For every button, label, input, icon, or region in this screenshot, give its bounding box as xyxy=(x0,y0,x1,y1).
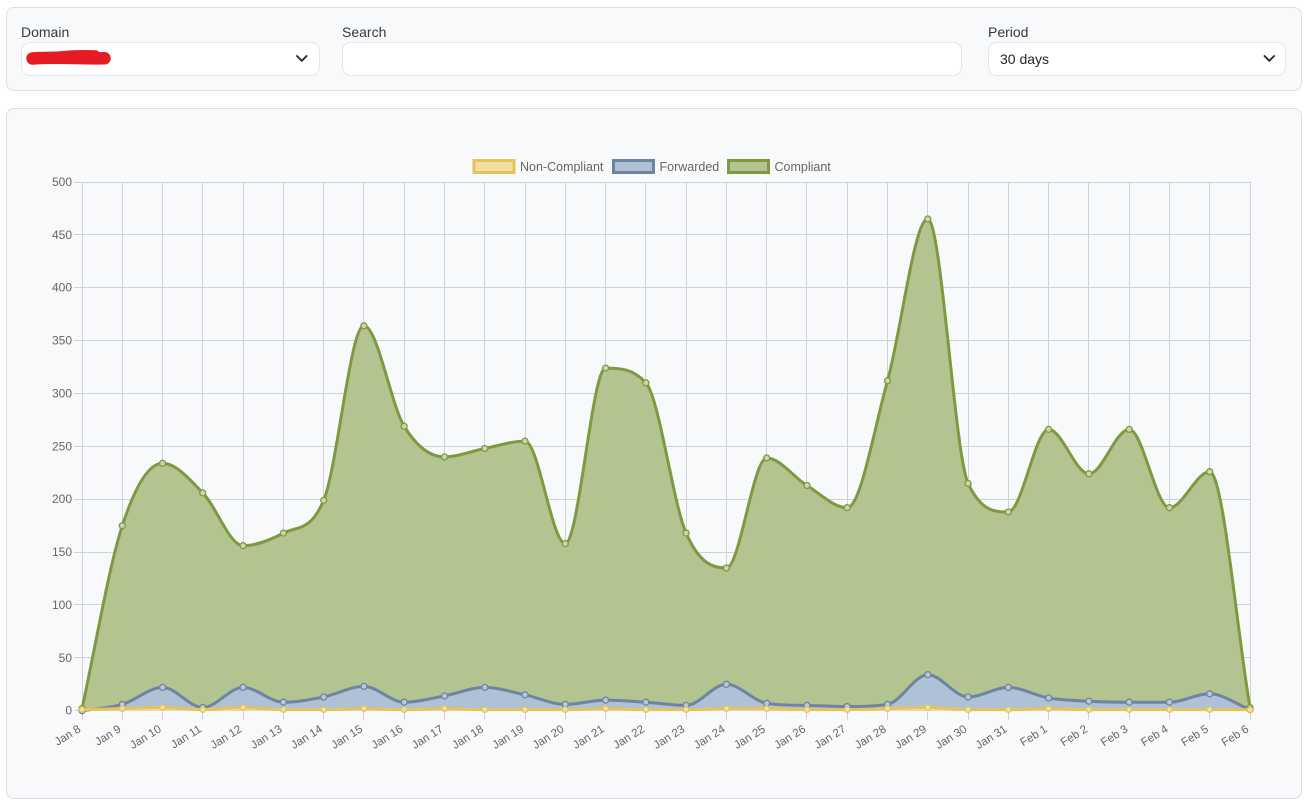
svg-text:Jan 14: Jan 14 xyxy=(289,723,325,752)
svg-text:350: 350 xyxy=(52,334,72,348)
svg-text:Feb 4: Feb 4 xyxy=(1139,723,1171,749)
svg-text:50: 50 xyxy=(59,651,73,665)
svg-text:400: 400 xyxy=(52,281,72,295)
svg-text:Non-Compliant: Non-Compliant xyxy=(520,160,604,174)
svg-text:Jan 11: Jan 11 xyxy=(169,723,204,751)
svg-text:Jan 15: Jan 15 xyxy=(329,723,365,751)
svg-text:Jan 24: Jan 24 xyxy=(692,723,728,752)
svg-text:Jan 9: Jan 9 xyxy=(93,723,123,748)
svg-text:Jan 10: Jan 10 xyxy=(128,723,164,751)
svg-text:Jan 22: Jan 22 xyxy=(611,723,647,751)
svg-text:Jan 23: Jan 23 xyxy=(652,723,688,751)
svg-text:Forwarded: Forwarded xyxy=(660,160,720,174)
svg-text:500: 500 xyxy=(52,175,72,189)
svg-text:Jan 12: Jan 12 xyxy=(209,723,245,751)
svg-text:Jan 27: Jan 27 xyxy=(813,723,849,751)
svg-text:Jan 26: Jan 26 xyxy=(772,723,808,751)
svg-text:0: 0 xyxy=(65,704,72,718)
svg-text:Feb 6: Feb 6 xyxy=(1220,723,1251,749)
svg-text:250: 250 xyxy=(52,439,72,453)
svg-text:Jan 17: Jan 17 xyxy=(410,723,446,751)
svg-text:Feb 5: Feb 5 xyxy=(1179,723,1210,749)
svg-text:Jan 21: Jan 21 xyxy=(571,723,607,751)
svg-text:Jan 31: Jan 31 xyxy=(974,723,1010,751)
svg-text:Compliant: Compliant xyxy=(775,160,832,174)
svg-text:Feb 2: Feb 2 xyxy=(1059,723,1090,749)
svg-text:300: 300 xyxy=(52,387,72,401)
svg-text:150: 150 xyxy=(52,545,72,559)
svg-text:Jan 13: Jan 13 xyxy=(249,723,285,751)
svg-text:Feb 3: Feb 3 xyxy=(1099,723,1130,749)
svg-text:100: 100 xyxy=(52,598,72,612)
svg-text:Jan 19: Jan 19 xyxy=(490,723,526,751)
svg-text:Jan 16: Jan 16 xyxy=(370,723,406,751)
svg-text:Jan 30: Jan 30 xyxy=(934,723,970,751)
svg-text:Jan 8: Jan 8 xyxy=(53,723,83,748)
svg-text:Jan 20: Jan 20 xyxy=(531,723,567,751)
svg-text:Jan 29: Jan 29 xyxy=(893,723,929,751)
svg-text:Jan 18: Jan 18 xyxy=(450,723,486,751)
svg-text:Feb 1: Feb 1 xyxy=(1018,723,1049,749)
svg-text:Jan 25: Jan 25 xyxy=(732,723,768,751)
svg-text:Jan 28: Jan 28 xyxy=(853,723,889,751)
svg-text:450: 450 xyxy=(52,228,72,242)
svg-text:200: 200 xyxy=(52,492,72,506)
